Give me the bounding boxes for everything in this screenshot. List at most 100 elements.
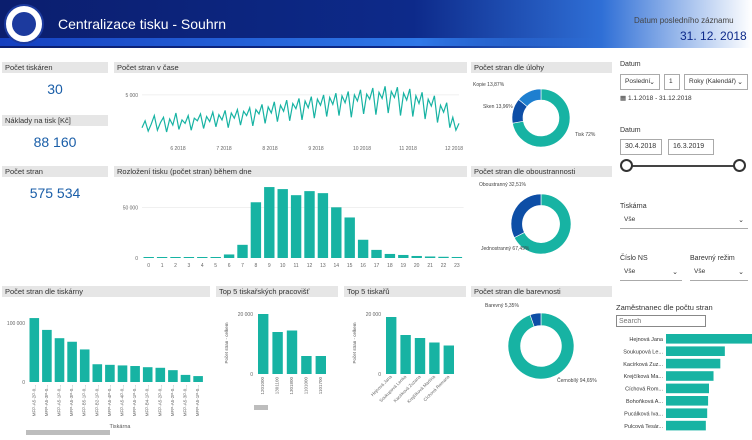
by-printer-scrollbar[interactable] — [26, 430, 110, 435]
bar — [197, 257, 208, 258]
x-tick-label: 8 2018 — [262, 146, 278, 152]
date-slider-start-handle[interactable] — [620, 159, 633, 172]
printer-filter-dropdown[interactable]: Vše ⌄ — [620, 213, 748, 229]
category-label: Bohoňková A... — [626, 399, 663, 405]
bar — [223, 254, 235, 258]
category-label: Kacírková Zuz... — [623, 362, 663, 368]
x-axis-title: Tiskárna — [110, 424, 132, 430]
bar — [250, 202, 262, 258]
date-slider-track[interactable] — [626, 165, 740, 167]
x-tick-label: 10 — [280, 263, 286, 269]
bar — [79, 349, 90, 382]
x-tick-label: 11 — [293, 263, 298, 269]
date-to-input[interactable]: 16.3.2019 — [668, 139, 714, 155]
top-workstations-chart: 20 000 0 Počet stran - celkem 1201000 130110… — [224, 312, 326, 395]
printer-filter-value: Vše — [624, 216, 636, 223]
chevron-down-icon: ⌄ — [649, 79, 655, 86]
series-line — [141, 86, 460, 133]
bar — [168, 370, 178, 382]
x-tick-label: 3 — [188, 263, 191, 269]
x-tick-label: 18 — [387, 263, 393, 269]
x-tick-label: 10 2018 — [353, 146, 371, 152]
y-axis-title: Počet stran - celkem — [224, 322, 229, 363]
y-tick-label: 0 — [22, 380, 25, 386]
x-tick-label: MFP-B4-1P-0... — [145, 385, 150, 416]
x-tick-label: 21 — [427, 263, 433, 269]
x-tick-label: 1301800 — [289, 377, 294, 395]
x-tick-label: 20 — [414, 263, 420, 269]
x-tick-label: MFP-A5-4P-0... — [107, 385, 112, 416]
date-from-input[interactable]: 30.4.2018 — [620, 139, 662, 155]
ns-filter-dropdown[interactable]: Vše ⌄ — [620, 265, 682, 281]
y-axis-title: Počet stran - celkem — [352, 322, 357, 363]
bar — [451, 256, 463, 258]
employee-search-input[interactable] — [616, 315, 706, 327]
date-slider-end-handle[interactable] — [733, 159, 746, 172]
bar — [183, 257, 195, 258]
chevron-down-icon: ⌄ — [672, 269, 678, 276]
last-record-label: Datum posledního záznamu — [634, 16, 734, 25]
bar — [142, 367, 153, 382]
data-label: Sken 13,96% — [483, 104, 513, 110]
bar — [193, 376, 203, 382]
x-tick-label: 23 — [454, 263, 460, 269]
bar — [156, 257, 168, 258]
bar — [317, 193, 329, 258]
date-to-value: 16.3.2019 — [673, 143, 705, 150]
header-accent-bar — [0, 38, 600, 46]
bar — [429, 342, 440, 374]
data-label: Černobílý 94,65% — [557, 377, 597, 384]
kpi-costs-title: Náklady na tisk [Kč] — [2, 115, 108, 126]
donut-slice — [512, 88, 571, 148]
by-task-donut: Tisk 72% Kopie 13,87% Sken 13,96% — [473, 82, 596, 148]
x-tick-label: 9 2018 — [308, 146, 324, 152]
by-duplex-title: Počet stran dle oboustrannosti — [471, 166, 612, 177]
calendar-icon: ▦ — [620, 95, 627, 102]
bar — [258, 314, 269, 374]
category-label: Pulcová Tesár... — [624, 424, 663, 430]
top-workstations-scrollbar[interactable] — [254, 405, 268, 410]
relative-count-input[interactable]: 1 — [664, 74, 680, 90]
top-workstations-title: Top 5 tiskařských pracovišť — [216, 286, 338, 297]
bar — [414, 338, 426, 374]
color-mode-dropdown[interactable]: Vše ⌄ — [690, 265, 748, 281]
bar — [666, 396, 709, 406]
top-printers-title: Top 5 tiskařů — [344, 286, 466, 297]
x-tick-label: 13 — [320, 263, 326, 269]
x-tick-label: 5 — [214, 263, 217, 269]
print-distribution-title: Rozložení tisku (počet stran) během dne — [114, 166, 467, 177]
bar — [155, 367, 166, 382]
donut-slice — [513, 193, 572, 255]
relative-mode-dropdown[interactable]: Poslední ⌄ — [620, 74, 660, 90]
x-tick-label: 22 — [441, 263, 447, 269]
donut-slice — [529, 312, 542, 328]
color-mode-value: Vše — [694, 268, 706, 275]
y-tick-label: 20 000 — [366, 312, 382, 318]
relative-range: ▦ 1.1.2018 - 31.12.2018 — [620, 94, 692, 102]
chevron-down-icon: ⌄ — [738, 217, 744, 224]
x-tick-label: 1 — [161, 263, 164, 269]
bar — [67, 341, 77, 382]
x-tick-label: MFP-A5-2P-0... — [31, 385, 36, 416]
date-range-label: Datum — [620, 127, 641, 134]
bar — [666, 420, 706, 431]
x-tick-label: MFP-A5-3P-0... — [183, 385, 188, 416]
bar — [666, 358, 721, 369]
bar — [29, 318, 40, 382]
x-tick-label: MFP-B5-1P-0... — [82, 385, 87, 416]
bar — [286, 330, 298, 374]
by-color-title: Počet stran dle barevnosti — [471, 286, 612, 297]
x-tick-label: MFP-A5-3P-0... — [69, 385, 74, 416]
x-tick-label: MFP-A5-1P-0... — [195, 385, 200, 416]
y-tick-label: 20 000 — [238, 312, 254, 318]
bar — [398, 254, 409, 258]
x-tick-label: 11 2018 — [399, 146, 417, 152]
relative-unit-dropdown[interactable]: Roky (Kalendář) ⌄ — [684, 74, 748, 90]
bar — [92, 364, 103, 382]
y-tick-label: 0 — [250, 372, 253, 378]
x-tick-label: 17 — [374, 263, 380, 269]
kpi-pages-title: Počet stran — [2, 166, 108, 177]
by-duplex-donut: Jednostranný 67,49% Oboustranný 32,51% — [479, 182, 572, 255]
bar — [666, 334, 752, 344]
x-tick-label: 1101700 — [318, 377, 323, 395]
